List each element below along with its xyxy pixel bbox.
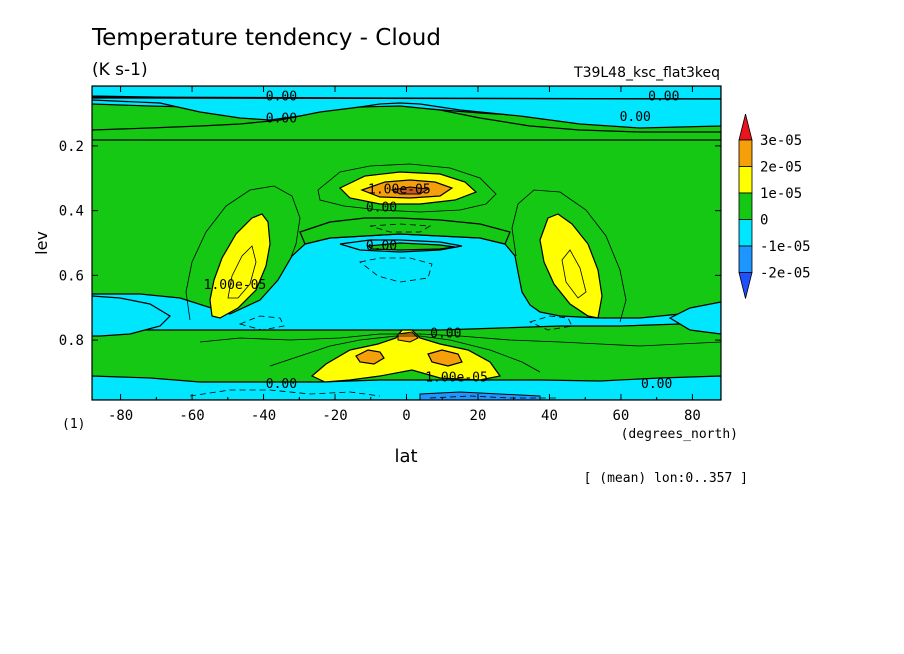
fill-positive-lower-left-core (355, 349, 385, 365)
x-tick-label: 60 (613, 408, 630, 424)
fill-green-eye (366, 242, 456, 251)
colorbar-swatch (738, 219, 753, 247)
contour-labels: 0.00 0.00 0.00 0.00 1.00e-05 0.00 0.00 1.00e-05… (204, 89, 680, 391)
x-tick-label: -20 (322, 408, 347, 424)
contour-label: 0.00 (266, 111, 297, 126)
contour-label: 1.00e-05 (204, 278, 267, 293)
x-tick-label: 40 (541, 408, 558, 424)
plot-area (92, 86, 721, 400)
colorbar: 3e-05 2e-05 1e-05 0 -1e-05 -2e-05 (738, 113, 811, 299)
x-tick-label: -40 (251, 408, 276, 424)
fill-positive-right (539, 213, 603, 319)
x-tick-label: -60 (179, 408, 204, 424)
contour-line-left-lens-inner (227, 245, 257, 299)
colorbar-swatch (738, 245, 753, 273)
contour-label: 0.00 (266, 89, 297, 104)
contour-line-left-arc (185, 185, 301, 321)
contour-line-right-lens-inner (561, 249, 587, 299)
contour-line-upper-dome (317, 163, 497, 213)
contour-label: 0.00 (430, 327, 461, 342)
contour-line-right-arc (511, 189, 627, 323)
x-tick-label: 20 (470, 408, 487, 424)
x-axis-label: lat (394, 446, 417, 467)
colorbar-swatch (738, 166, 753, 194)
fill-positive-lower-mid (397, 331, 419, 343)
colorbar-label: 3e-05 (760, 133, 802, 149)
fill-negative-upper-left (92, 97, 721, 129)
x-tick-label: -80 (108, 408, 133, 424)
fill-green-center-band (299, 217, 511, 245)
fill-top-green-cover (92, 105, 721, 141)
x-axis: -80 -60 -40 -20 0 20 40 60 80 (108, 86, 701, 424)
colorbar-swatch (738, 139, 753, 167)
contour-dashed-bottom-left (189, 389, 381, 397)
fill-positive-lower-right-core (427, 349, 463, 367)
contour-dashed-bottom-right (429, 395, 560, 399)
y-axis-label: lev (32, 231, 51, 255)
contour-line-lower-dome (199, 333, 721, 347)
contour-label: 0.00 (648, 89, 679, 104)
fill-negative-right-lens (668, 301, 721, 335)
x-tick-label: 80 (684, 408, 701, 424)
chart-subtitle: (K s-1) (92, 60, 148, 80)
fill-positive-left (209, 213, 271, 319)
contour-label: 1.00e-05 (368, 183, 431, 198)
x-tick-label: 0 (402, 408, 410, 424)
colorbar-label: 0 (760, 213, 768, 229)
contour-line-lower-arc (269, 335, 541, 373)
mean-note: [ (mean) lon:0..357 ] (584, 471, 748, 486)
colorbar-swatch (738, 272, 753, 299)
colorbar-label: -1e-05 (760, 239, 811, 255)
fill-positive-upper-core (390, 186, 430, 195)
fill-negative-left-lens (92, 295, 171, 337)
y-tick-label: 0.6 (59, 268, 84, 284)
contour-label: 0.00 (366, 200, 397, 215)
colorbar-label: 2e-05 (760, 160, 802, 176)
y-tick-label: 0.2 (59, 139, 84, 155)
y-tick-label: 0.4 (59, 204, 84, 220)
run-label: T39L48_ksc_flat3keq (573, 65, 720, 81)
colorbar-swatch (738, 192, 753, 220)
contour-label: 0.00 (641, 377, 672, 392)
contour-label: 0.00 (620, 110, 651, 125)
contour-dashed-right-lens (528, 315, 573, 331)
contour-label: 0.00 (266, 377, 297, 392)
colorbar-label: 1e-05 (760, 186, 802, 202)
contour-dashed-mid (359, 257, 433, 283)
chart-title: Temperature tendency - Cloud (91, 25, 441, 51)
y-tick-label: 0.8 (59, 333, 84, 349)
colorbar-swatch (738, 113, 753, 141)
contour-label: 0.00 (366, 239, 397, 254)
colorbar-label: -2e-05 (760, 266, 811, 282)
contour-dashed-upper (369, 223, 432, 233)
y-axis-unit: (1) (62, 417, 85, 432)
y-axis: 0.2 0.4 0.6 0.8 (59, 139, 721, 349)
x-axis-unit: (degrees_north) (621, 427, 738, 442)
contour-label: 1.00e-05 (425, 370, 488, 385)
fill-positive-lower-outer (310, 329, 502, 383)
